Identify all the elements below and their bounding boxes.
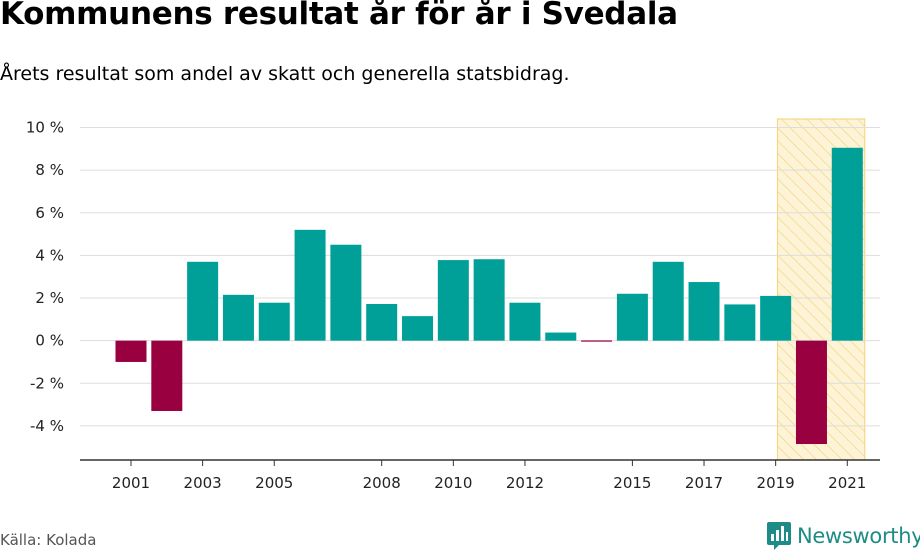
bar-2021 bbox=[831, 147, 863, 341]
bar-2002 bbox=[151, 340, 183, 411]
bar-2013 bbox=[545, 332, 577, 341]
brand-name: Newsworthy bbox=[797, 524, 920, 548]
y-tick-label: -4 % bbox=[30, 417, 64, 435]
bar-2016 bbox=[652, 261, 684, 341]
x-tick-label: 2017 bbox=[685, 474, 723, 492]
bar-2003 bbox=[187, 261, 219, 341]
x-tick-label: 2021 bbox=[828, 474, 866, 492]
bar-2007 bbox=[330, 244, 362, 341]
x-tick-label: 2003 bbox=[184, 474, 222, 492]
bar-2004 bbox=[222, 294, 254, 341]
x-tick-label: 2010 bbox=[434, 474, 472, 492]
x-tick-label: 2005 bbox=[255, 474, 293, 492]
bar-2011 bbox=[473, 259, 505, 341]
chart-subtitle: Årets resultat som andel av skatt och ge… bbox=[0, 63, 570, 85]
x-tick-label: 2019 bbox=[757, 474, 795, 492]
bar-2018 bbox=[724, 304, 756, 341]
bar-2017 bbox=[688, 282, 720, 341]
x-tick-label: 2001 bbox=[112, 474, 150, 492]
bar-2008 bbox=[366, 303, 398, 341]
y-tick-label: 2 % bbox=[35, 289, 64, 307]
x-tick-label: 2012 bbox=[506, 474, 544, 492]
chart-title: Kommunens resultat år för år i Svedala bbox=[0, 0, 678, 32]
bar-2001 bbox=[115, 340, 147, 362]
bar-2005 bbox=[258, 302, 290, 341]
bar-2010 bbox=[437, 260, 469, 341]
x-tick-label: 2008 bbox=[363, 474, 401, 492]
y-tick-label: 8 % bbox=[35, 161, 64, 179]
y-tick-label: 4 % bbox=[35, 246, 64, 264]
bar-2020 bbox=[795, 340, 827, 445]
bar-2015 bbox=[616, 293, 648, 341]
source-note: Källa: Kolada bbox=[0, 531, 97, 549]
x-tick-label: 2015 bbox=[613, 474, 651, 492]
y-tick-label: 0 % bbox=[35, 332, 64, 350]
bar-2009 bbox=[402, 316, 434, 341]
bar-2014 bbox=[581, 340, 613, 342]
bar-2012 bbox=[509, 302, 541, 341]
bar-2006 bbox=[294, 229, 326, 341]
y-tick-label: 6 % bbox=[35, 204, 64, 222]
brand-logo[interactable]: Newsworthy bbox=[766, 519, 920, 553]
y-tick-label: -2 % bbox=[30, 374, 64, 392]
bar-2019 bbox=[760, 295, 792, 341]
newsworthy-bar-chart-logo-icon bbox=[767, 522, 791, 550]
y-tick-label: 10 % bbox=[26, 119, 64, 137]
